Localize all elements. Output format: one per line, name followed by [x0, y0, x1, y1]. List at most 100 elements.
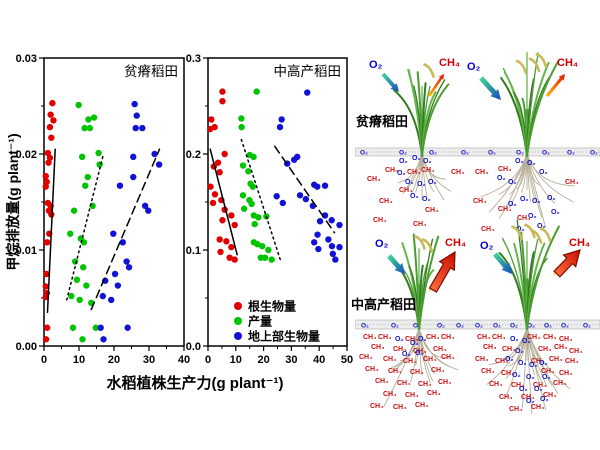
o2-molecule-label: O₂	[537, 223, 546, 230]
soil-band: O₂ O₂ O₂ O₂ O₂ O₂ O₂ O₂ O₂ O₂ O₂ O₂	[355, 319, 600, 330]
x-tick-label: 20	[257, 354, 269, 366]
legend-label: 地上部生物量	[248, 329, 320, 344]
series-0-points	[207, 88, 238, 263]
seed-head	[421, 238, 434, 253]
ch4-molecule-label: CH₄	[527, 334, 540, 341]
ch4-molecule-label: CH₄	[423, 356, 436, 363]
soil-o2-label: O₂	[475, 323, 483, 330]
seed-head	[515, 59, 528, 75]
ch4-molecule-label: CH₄	[533, 382, 546, 389]
ch4-molecule-label: CH₄	[492, 334, 505, 341]
o2-arrow-label: O₂	[480, 240, 494, 252]
poor-field-label: 贫瘠稻田	[356, 114, 409, 129]
ch4-molecule-label: CH₄	[373, 217, 386, 224]
ch4-molecule-label: CH₄	[383, 391, 396, 398]
seed-head	[414, 235, 426, 250]
trend-line-dotted	[240, 138, 282, 261]
plot-title: 贫瘠稻田	[124, 63, 178, 79]
o2-molecule-label: O₂	[526, 374, 535, 381]
high-yield-field-label: 中高产稻田	[351, 297, 417, 312]
ch4-molecule-label: CH₄	[483, 344, 496, 351]
seed-head	[511, 225, 523, 241]
ch4-molecule-label: CH₄	[403, 358, 416, 365]
soil-o2-label: O₂	[361, 323, 369, 330]
o2-molecule-label: O₂	[539, 169, 548, 176]
o2-arrow: O₂	[480, 240, 512, 274]
o2-molecule-label: O₂	[422, 196, 431, 203]
ch4-molecule-label: CH₄	[413, 348, 426, 355]
ch4-arrow: CH₄	[545, 57, 578, 97]
legend-marker	[234, 302, 242, 310]
x-tick-label: 50	[341, 354, 353, 366]
seed-head	[423, 63, 435, 78]
root-system	[397, 153, 452, 200]
right-plot: 0 10 20 30 40 50 0.0 0.1 0.2 0.3 中高产稻田	[186, 53, 353, 366]
scatter-plots-svg: 0 10 20 30 40 0.00 0.01 0.02 0.03 贫瘠稻田 0 10 20 30 40 50…	[16, 53, 354, 366]
soil-o2-label: O₂	[561, 323, 569, 330]
seed-head	[524, 223, 536, 239]
ch4-arrow: CH₄	[427, 57, 460, 97]
soil-o2-label: O₂	[456, 323, 464, 330]
o2-molecule-label: O₂	[410, 193, 419, 200]
ch4-molecule-label: CH₄	[431, 367, 444, 374]
ch4-molecule-label: CH₄	[410, 369, 423, 376]
o2-molecule-label: O₂	[516, 226, 525, 233]
ch4-arrow: CH₄	[553, 237, 590, 278]
soil-o2-label: O₂	[360, 150, 368, 157]
rice-plant	[498, 219, 560, 330]
trend-line-dashed	[90, 148, 161, 311]
o2-arrow-label: O₂	[467, 61, 481, 73]
ch4-molecule-label: CH₄	[385, 167, 398, 174]
soil-o2-label: O₂	[461, 150, 469, 157]
legend-marker	[234, 332, 242, 340]
x-tick-label: 10	[230, 354, 242, 366]
trend-line-solid	[46, 148, 56, 314]
o2-molecule-label: O₂	[397, 170, 406, 177]
ch4-molecule-label: CH₄	[475, 169, 488, 176]
soil-o2-label: O₂	[544, 323, 552, 330]
soil-o2-label: O₂	[542, 150, 550, 157]
ch4-molecule-label: CH₄	[499, 394, 512, 401]
ch4-molecule-label: CH₄	[565, 358, 578, 365]
ch4-molecule-label: CH₄	[407, 169, 420, 176]
y-tick-label: 0.01	[16, 245, 37, 257]
ch4-molecule-label: CH₄	[559, 370, 572, 377]
ch4-molecule-label: CH₄	[415, 402, 428, 409]
legend-marker	[234, 317, 242, 325]
o2-molecule-label: O₂	[551, 209, 560, 216]
trend-line-solid	[209, 148, 238, 256]
y-tick-label: 0.02	[16, 149, 37, 161]
ch4-molecule-label: CH₄	[378, 334, 391, 341]
x-tick-label: 40	[313, 354, 325, 366]
o2-molecule-label: O₂	[508, 179, 517, 186]
o2-molecule-label: O₂	[542, 374, 551, 381]
x-tick-label: 30	[285, 354, 297, 366]
o2-molecule-label: O₂	[399, 158, 408, 165]
soil-o2-label: O₂	[527, 323, 535, 330]
series-2-points	[273, 89, 343, 263]
o2-molecule-label: O₂	[518, 360, 527, 367]
ch4-molecule-label: CH₄	[397, 380, 410, 387]
x-tick-label: 0	[205, 354, 211, 366]
ch4-molecule-label: CH₄	[399, 187, 412, 194]
soil-o2-label: O₂	[437, 323, 445, 330]
o2-molecule-label: O₂	[519, 386, 528, 393]
ch4-molecule-label: CH₄	[365, 366, 378, 373]
ch4-molecule-label: CH₄	[383, 356, 396, 363]
ch4-molecule-label: CH₄	[433, 346, 446, 353]
o2-molecule-label: O₂	[423, 158, 432, 165]
ch4-molecule-label: CH₄	[553, 380, 566, 387]
o2-molecule-label: O₂	[512, 372, 521, 379]
ch4-molecule-label: CH₄	[501, 370, 514, 377]
o2-molecule-label: O₂	[529, 362, 538, 369]
ch4-molecule-label: CH₄	[421, 167, 434, 174]
ch4-molecule-label: CH₄	[371, 344, 384, 351]
y-tick-label: 0.3	[186, 53, 201, 65]
o2-molecule-label: O₂	[540, 396, 549, 403]
o2-molecule-label: O₂	[534, 386, 543, 393]
